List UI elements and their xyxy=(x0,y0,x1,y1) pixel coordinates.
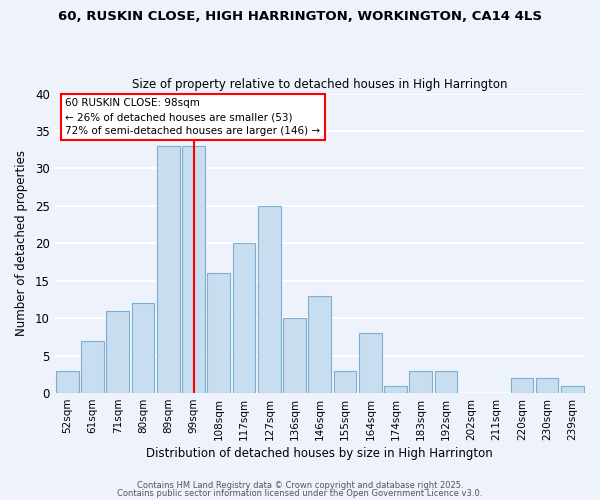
Bar xyxy=(258,206,281,393)
Text: Contains public sector information licensed under the Open Government Licence v3: Contains public sector information licen… xyxy=(118,488,482,498)
Bar xyxy=(132,303,154,393)
Bar xyxy=(157,146,179,393)
Bar xyxy=(435,370,457,393)
Bar xyxy=(536,378,559,393)
Bar xyxy=(56,370,79,393)
Bar xyxy=(81,340,104,393)
Text: Contains HM Land Registry data © Crown copyright and database right 2025.: Contains HM Land Registry data © Crown c… xyxy=(137,481,463,490)
Text: 60 RUSKIN CLOSE: 98sqm
← 26% of detached houses are smaller (53)
72% of semi-det: 60 RUSKIN CLOSE: 98sqm ← 26% of detached… xyxy=(65,98,320,136)
Bar xyxy=(334,370,356,393)
Bar xyxy=(106,310,129,393)
Bar xyxy=(359,333,382,393)
Bar xyxy=(409,370,432,393)
Title: Size of property relative to detached houses in High Harrington: Size of property relative to detached ho… xyxy=(132,78,508,91)
Bar xyxy=(308,296,331,393)
Bar xyxy=(208,274,230,393)
Bar xyxy=(561,386,584,393)
Text: 60, RUSKIN CLOSE, HIGH HARRINGTON, WORKINGTON, CA14 4LS: 60, RUSKIN CLOSE, HIGH HARRINGTON, WORKI… xyxy=(58,10,542,23)
Bar xyxy=(233,244,256,393)
Bar xyxy=(511,378,533,393)
Y-axis label: Number of detached properties: Number of detached properties xyxy=(15,150,28,336)
X-axis label: Distribution of detached houses by size in High Harrington: Distribution of detached houses by size … xyxy=(146,447,493,460)
Bar xyxy=(283,318,306,393)
Bar xyxy=(384,386,407,393)
Bar xyxy=(182,146,205,393)
